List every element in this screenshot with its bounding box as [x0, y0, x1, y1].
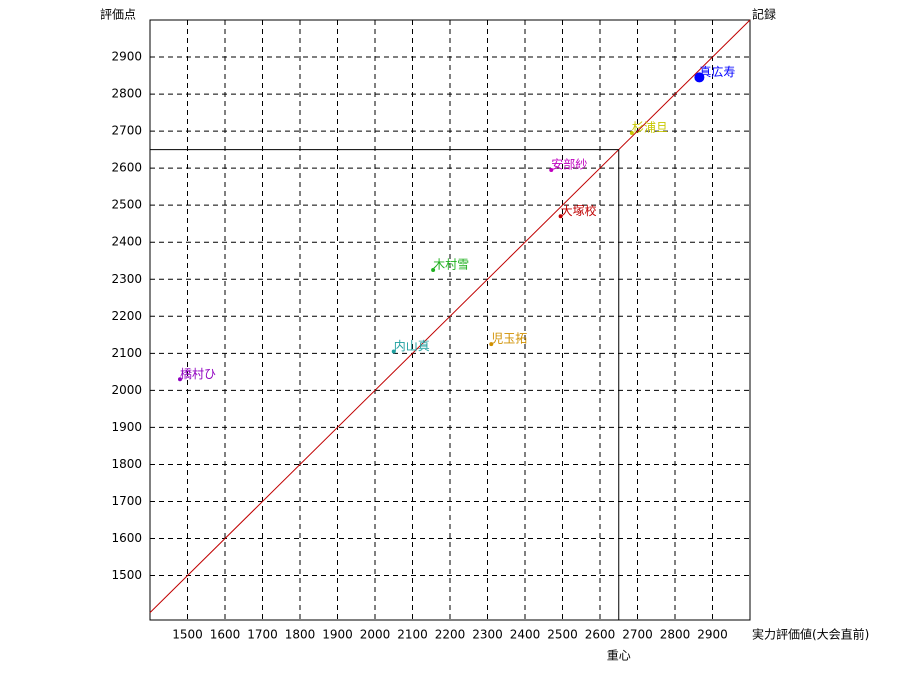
y-tick-label: 2900	[111, 50, 142, 64]
plot-border	[149, 19, 751, 621]
point	[178, 377, 182, 382]
y-tick-label: 2500	[111, 198, 142, 212]
point-label: 橋村ひ	[180, 367, 216, 381]
x-tick-label: 1500	[172, 628, 203, 642]
x-tick-label: 1800	[285, 628, 316, 642]
point	[694, 72, 705, 83]
x-tick-label: 2500	[547, 628, 578, 642]
point-label: 大塚校	[561, 203, 597, 218]
point	[431, 268, 436, 272]
x-tick-label: 2300	[472, 628, 503, 642]
x-tick-label: 2600	[585, 628, 616, 642]
point-label: 真広寿	[699, 65, 735, 79]
y-tick-label: 1600	[111, 531, 142, 545]
point	[391, 349, 396, 354]
y-tick-label: 1800	[111, 457, 142, 471]
x-tick-label: 2800	[660, 628, 691, 642]
y-axis-label: 評価点	[100, 7, 136, 22]
x-tick-label: 1700	[247, 628, 278, 642]
x-tick-label: 2000	[360, 628, 391, 642]
point-label: 安部紗	[551, 157, 587, 172]
y-tick-label: 2000	[111, 383, 142, 397]
x-tick-label: 2900	[697, 628, 728, 642]
x-tick-label: 2400	[510, 628, 541, 642]
x-tick-label: 2700	[622, 628, 653, 642]
y-tick-label: 1900	[111, 420, 142, 434]
x-axis-label: 実力評価値(大会直前)	[752, 627, 869, 642]
point	[489, 342, 494, 347]
x-tick-label: 2200	[435, 628, 466, 642]
y-tick-label: 2400	[111, 235, 142, 249]
x-tick-label: 2100	[397, 628, 428, 642]
y-tick-label: 2600	[111, 161, 142, 175]
point-label: 児玉拓	[491, 332, 527, 346]
y-tick-label: 2200	[111, 309, 142, 323]
y-tick-label: 1500	[111, 568, 142, 582]
point-label: 杉浦旦	[632, 120, 668, 134]
reference-label: 記録	[752, 7, 776, 22]
point	[629, 130, 634, 135]
y-tick-label: 2700	[111, 124, 142, 138]
y-tick-label: 2300	[111, 272, 142, 286]
centroid-label: 重心	[607, 649, 631, 663]
y-tick-label: 2100	[111, 346, 142, 360]
point	[549, 168, 554, 172]
x-tick-label: 1600	[210, 628, 241, 642]
reference-line	[149, 19, 751, 613]
y-tick-label: 2800	[111, 87, 142, 101]
point	[558, 214, 563, 219]
point-label: 木村雪	[433, 258, 469, 272]
point-label: 内山真	[394, 339, 430, 353]
y-tick-label: 1700	[111, 494, 142, 508]
x-tick-label: 1900	[322, 628, 353, 642]
